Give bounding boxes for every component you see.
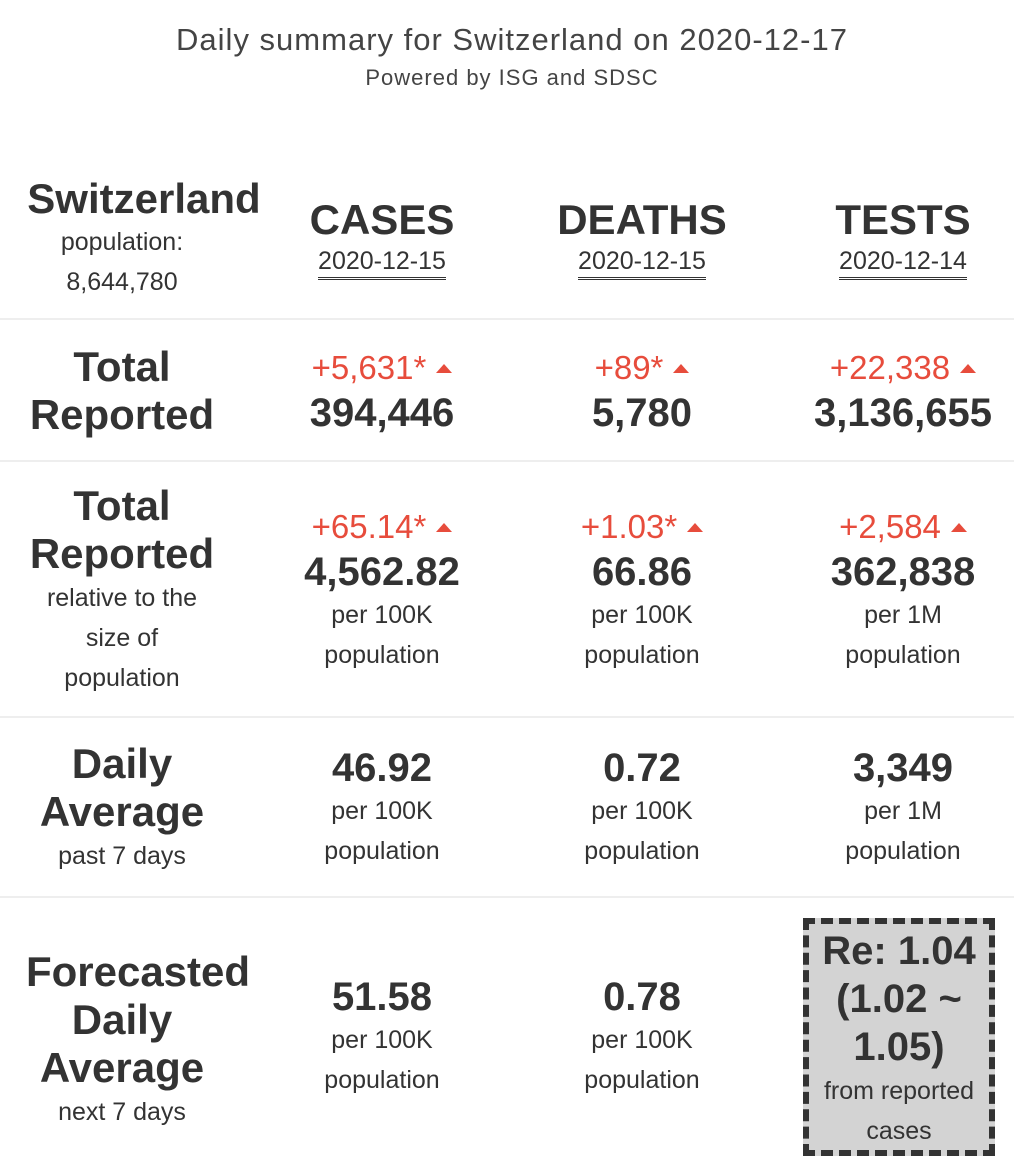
total-reported-row: Total Reported +5,631* 394,446 +89* 5,78… [0,318,1014,462]
column-header-cases: CASES 2020-12-15 [252,160,512,318]
column-date-cases[interactable]: 2020-12-15 [318,246,446,280]
delta-value: +5,631* [312,346,453,390]
unit-label: per 1M [864,601,942,629]
row-sublabel: next 7 days [58,1098,186,1126]
unit-label: per 100K [591,1026,693,1054]
row-sublabel: population [64,664,180,692]
forecast-cases-cell: 51.58 per 100K population [252,898,512,1172]
page-title: Daily summary for Switzerland on 2020-12… [176,22,848,57]
average-value: 0.72 [603,746,681,790]
unit-label: population [845,641,961,669]
delta-value: +2,584 [839,505,967,549]
increase-triangle-icon [436,363,453,373]
average-value: 46.92 [331,746,433,790]
total-value: 394,446 [309,391,455,435]
row-label: Reported [29,530,215,577]
unit-label: population [845,837,961,865]
row-label-cell: Total Reported relative to the size of p… [0,462,244,718]
population-label: population: [60,228,184,256]
average-value: 3,349 [852,746,954,790]
increase-triangle-icon [950,522,967,532]
unit-label: population [324,641,440,669]
total-cases-cell: +5,631* 394,446 [252,320,512,462]
forecast-value: 0.78 [603,975,681,1019]
unit-label: per 100K [331,797,433,825]
relative-value: 4,562.82 [304,550,460,594]
total-value: 3,136,655 [814,391,992,435]
re-estimate-box: Re: 1.04 (1.02 ~ 1.05) from reported cas… [803,918,995,1156]
delta-value: +1.03* [581,505,704,549]
increase-triangle-icon [673,363,690,373]
row-sublabel: past 7 days [58,842,186,870]
unit-label: population [324,1066,440,1094]
unit-label: population [584,837,700,865]
column-header-deaths: DEATHS 2020-12-15 [512,160,772,318]
relative-tests-cell: +2,584 362,838 per 1M population [772,462,1014,718]
relative-value: 66.86 [591,550,693,594]
re-source: from reported [823,1077,975,1105]
row-label: Average [39,788,205,835]
delta-value: +89* [595,346,690,390]
delta-value: +22,338 [830,346,977,390]
unit-label: population [324,837,440,865]
relative-cases-cell: +65.14* 4,562.82 per 100K population [252,462,512,718]
row-label: Average [39,1044,205,1091]
forecast-deaths-cell: 0.78 per 100K population [512,898,772,1172]
relative-value: 362,838 [830,550,976,594]
re-value: Re: 1.04 [822,929,976,973]
header-row: Switzerland population: 8,644,780 CASES … [0,160,1014,318]
country-cell: Switzerland population: 8,644,780 [0,160,260,318]
row-label: Forecasted [25,948,251,995]
re-range: (1.02 ~ [836,977,962,1021]
increase-triangle-icon [436,522,453,532]
row-sublabel: relative to the [46,584,198,612]
unit-label: per 100K [591,797,693,825]
column-date-deaths[interactable]: 2020-12-15 [578,246,706,280]
delta-value: +65.14* [312,505,453,549]
re-range: 1.05) [853,1025,945,1069]
total-deaths-cell: +89* 5,780 [512,320,772,462]
row-label-cell: Daily Average past 7 days [0,718,244,898]
average-deaths-cell: 0.72 per 100K population [512,718,772,898]
column-title-cases: CASES [309,196,455,243]
forecast-value: 51.58 [331,975,433,1019]
relative-deaths-cell: +1.03* 66.86 per 100K population [512,462,772,718]
average-tests-cell: 3,349 per 1M population [772,718,1014,898]
row-label: Reported [29,391,215,438]
total-tests-cell: +22,338 3,136,655 [772,320,1014,462]
column-date-tests[interactable]: 2020-12-14 [839,246,967,280]
population-value: 8,644,780 [66,268,178,296]
unit-label: per 1M [864,797,942,825]
row-label: Daily [71,740,173,787]
relative-row: Total Reported relative to the size of p… [0,460,1014,718]
increase-triangle-icon [960,363,977,373]
re-source: cases [866,1117,932,1145]
unit-label: population [584,641,700,669]
column-header-tests: TESTS 2020-12-14 [772,160,1014,318]
row-label: Total [73,482,171,529]
forecast-row: Forecasted Daily Average next 7 days 51.… [0,896,1014,1172]
row-label: Total [73,343,171,390]
column-title-deaths: DEATHS [557,196,727,243]
total-value: 5,780 [591,391,693,435]
country-name: Switzerland [27,175,261,222]
unit-label: per 100K [591,601,693,629]
average-cases-cell: 46.92 per 100K population [252,718,512,898]
unit-label: population [584,1066,700,1094]
row-label: Daily [71,996,173,1043]
unit-label: per 100K [331,601,433,629]
column-title-tests: TESTS [835,196,971,243]
row-label-cell: Forecasted Daily Average next 7 days [0,898,250,1172]
increase-triangle-icon [687,522,704,532]
row-label-cell: Total Reported [0,320,244,462]
daily-average-row: Daily Average past 7 days 46.92 per 100K… [0,716,1014,898]
unit-label: per 100K [331,1026,433,1054]
page-subtitle: Powered by ISG and SDSC [365,65,659,90]
row-sublabel: size of [85,624,159,652]
